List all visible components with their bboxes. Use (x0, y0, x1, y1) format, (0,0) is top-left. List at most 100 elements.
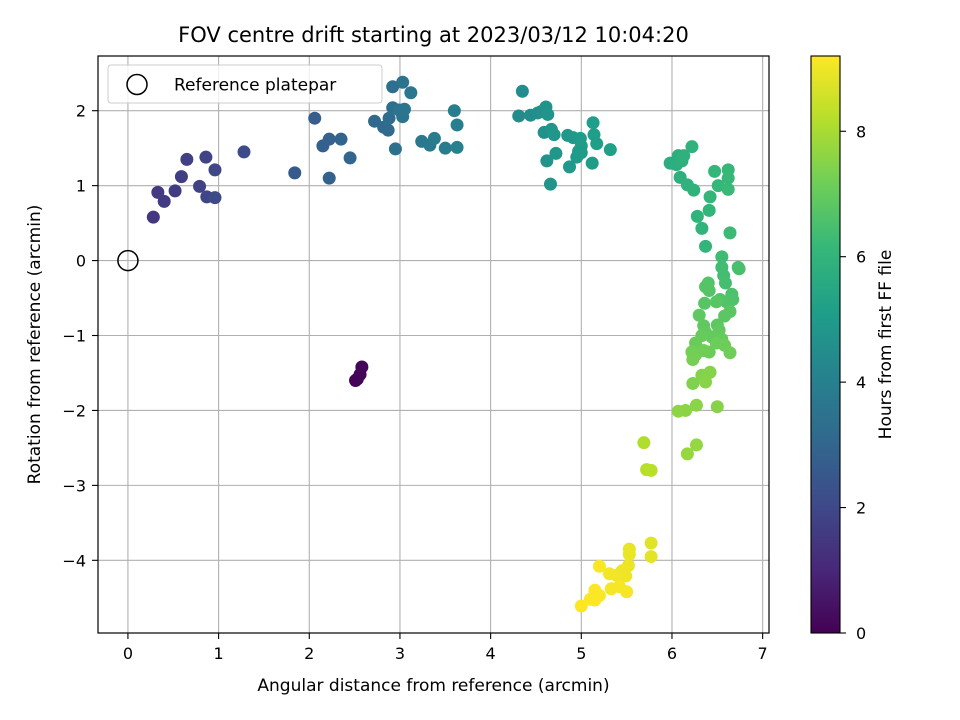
data-point (574, 599, 588, 613)
data-point (180, 152, 194, 166)
data-point (308, 111, 322, 125)
data-point (689, 438, 703, 452)
data-point (199, 150, 213, 164)
data-point (644, 550, 658, 564)
data-point (450, 140, 464, 154)
data-point (602, 567, 616, 581)
data-point (603, 143, 617, 157)
x-tick-label: 0 (123, 644, 133, 663)
data-point (382, 111, 396, 125)
reference-marker (117, 249, 139, 272)
data-point (151, 185, 165, 199)
y-tick-label: 2 (76, 102, 86, 121)
x-tick-label: 6 (667, 644, 677, 663)
data-point (687, 183, 701, 197)
data-point (721, 182, 735, 196)
data-point (695, 221, 709, 235)
data-point (515, 84, 529, 98)
data-point (710, 400, 724, 414)
legend-marker (126, 73, 148, 96)
y-tick-label: −1 (62, 327, 86, 346)
data-point (574, 146, 588, 160)
colorbar-label: Hours from first FF file (876, 250, 896, 440)
data-point (699, 239, 713, 253)
colorbar-tick-label: 8 (856, 122, 866, 141)
data-point (686, 352, 700, 366)
data-point (671, 404, 685, 418)
data-point (680, 447, 694, 461)
data-point (692, 308, 706, 322)
data-point (585, 156, 599, 170)
x-tick-label: 7 (758, 644, 768, 663)
data-point (590, 137, 604, 151)
data-point (690, 209, 704, 223)
plot-frame (97, 55, 770, 634)
colorbar-tick-label: 4 (856, 373, 866, 392)
data-point (355, 360, 369, 374)
y-tick-label: 1 (76, 177, 86, 196)
colorbar-tick-label: 6 (856, 248, 866, 267)
data-point (622, 547, 636, 561)
x-tick-label: 1 (214, 644, 224, 663)
legend-label: Reference platepar (174, 76, 336, 96)
data-point (723, 346, 737, 360)
legend-box (107, 64, 383, 104)
colorbar-ticks: 0 2 4 6 8 (840, 122, 866, 643)
data-point (709, 295, 723, 309)
data-point (723, 226, 737, 240)
data-point (157, 194, 171, 208)
x-tick-label: 5 (576, 644, 586, 663)
data-point (334, 132, 348, 146)
data-point (583, 592, 597, 606)
data-point (698, 296, 712, 310)
data-point (322, 132, 336, 146)
data-point (592, 559, 606, 573)
x-axis-ticks: 0 1 2 3 4 5 6 7 (123, 633, 768, 663)
data-point (689, 398, 703, 412)
y-tick-label: −3 (62, 476, 86, 495)
y-tick-label: −4 (62, 551, 86, 570)
x-tick-label: 4 (486, 644, 496, 663)
x-tick-label: 3 (395, 644, 405, 663)
data-point (644, 536, 658, 550)
data-point (208, 163, 222, 177)
data-point (438, 141, 452, 155)
data-point (427, 131, 441, 145)
data-point (732, 262, 746, 276)
chart-title: FOV centre drift starting at 2023/03/12 … (178, 23, 689, 47)
data-point (404, 86, 418, 100)
data-point (721, 171, 735, 185)
data-point (702, 203, 716, 217)
data-point (563, 160, 577, 174)
data-point (193, 179, 207, 193)
data-point (703, 365, 717, 379)
data-point (388, 142, 402, 156)
data-point (322, 171, 336, 185)
x-tick-label: 2 (304, 644, 314, 663)
y-tick-label: 0 (76, 252, 86, 271)
data-point (447, 104, 461, 118)
reference-marker-group (117, 249, 139, 272)
data-point (541, 107, 555, 121)
data-point (685, 140, 699, 154)
data-point (637, 436, 651, 450)
data-point (450, 118, 464, 132)
data-point (237, 145, 251, 159)
data-point (702, 284, 716, 298)
data-point (586, 116, 600, 130)
data-points (146, 75, 746, 613)
data-point (174, 170, 188, 184)
data-point (397, 102, 411, 116)
data-point (620, 585, 634, 599)
y-axis-ticks: −4 −3 −2 −1 0 1 2 (62, 102, 98, 570)
data-point (718, 276, 732, 290)
legend: Reference platepar (107, 64, 383, 104)
data-point (644, 463, 658, 477)
data-point (547, 128, 561, 142)
data-point (512, 109, 526, 123)
data-point (703, 190, 717, 204)
data-point (708, 164, 722, 178)
x-axis-label: Angular distance from reference (arcmin) (257, 676, 609, 696)
y-axis-label: Rotation from reference (arcmin) (25, 205, 45, 485)
